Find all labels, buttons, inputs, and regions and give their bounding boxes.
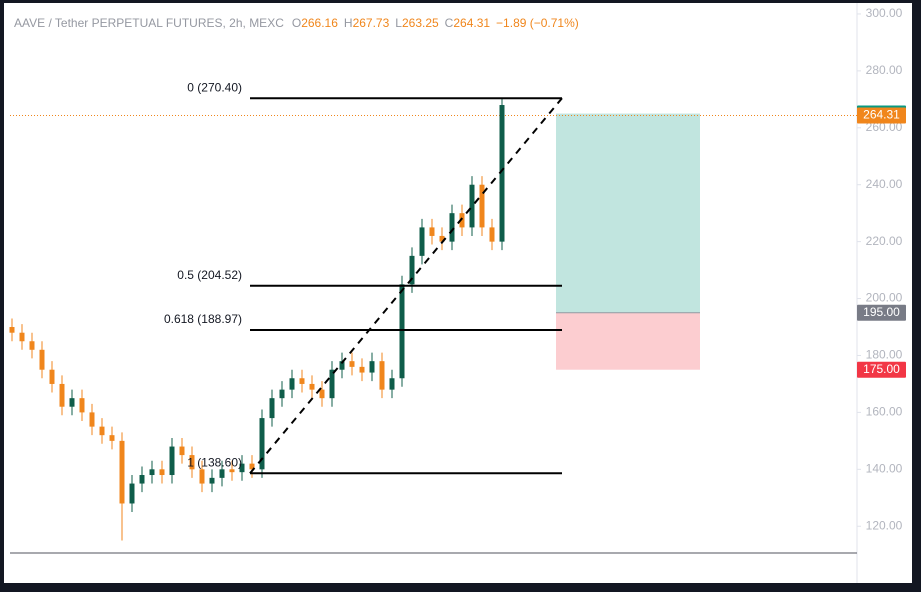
change: −1.89 (−0.71%)	[496, 16, 579, 30]
loss-zone	[556, 312, 700, 370]
ohlc-value: 266.16	[301, 16, 338, 30]
candle-body	[159, 469, 165, 476]
y-tick-label: 200.00	[866, 291, 903, 305]
candle-body	[349, 361, 355, 367]
candle-body	[229, 469, 235, 473]
candle-body	[459, 213, 465, 228]
fib-level-label: 0.618 (188.97)	[164, 312, 242, 326]
candle-body	[29, 341, 35, 350]
candle-body	[419, 227, 425, 256]
header: AAVE / Tether PERPETUAL FUTURES, 2h, MEX…	[14, 16, 579, 30]
candle-body	[129, 483, 135, 504]
candle-body	[489, 227, 495, 242]
candle-body	[359, 366, 365, 373]
candle-body	[249, 463, 255, 470]
candle-body	[309, 383, 315, 390]
fib-trend-line	[249, 97, 563, 474]
candle-body	[139, 475, 145, 484]
candle-body	[49, 369, 55, 384]
candle-body	[239, 463, 245, 473]
price-tag	[857, 361, 906, 378]
candle-body	[89, 412, 95, 427]
y-tick-label: 300.00	[866, 6, 903, 20]
candle-body	[109, 435, 115, 441]
candle-body	[39, 349, 45, 370]
ohlc-name: L	[395, 16, 402, 30]
ohlc-name: H	[344, 16, 353, 30]
candle-body	[449, 213, 455, 242]
candle-body	[69, 398, 75, 407]
fib-level-label: 1 (138.60)	[187, 455, 242, 469]
ohlc-name: C	[445, 16, 454, 30]
price-tag	[857, 107, 906, 124]
candle-body	[429, 227, 435, 236]
y-tick-label: 120.00	[866, 518, 903, 532]
candle-body	[409, 255, 415, 285]
price-tag-label: 195.00	[863, 305, 900, 319]
candle-body	[209, 477, 215, 484]
y-tick-label: 220.00	[866, 234, 903, 248]
y-tick-label: 280.00	[866, 63, 903, 77]
y-tick-label: 180.00	[866, 348, 903, 362]
candle-body	[479, 184, 485, 228]
candle-body	[379, 361, 385, 390]
candle-body	[369, 361, 375, 373]
candle-body	[119, 440, 125, 504]
candle-body	[169, 446, 175, 476]
candle-body	[299, 378, 305, 384]
ohlc-value: 264.31	[453, 16, 490, 30]
candle-body	[279, 389, 285, 399]
fib-level-label: 0 (270.40)	[187, 80, 242, 94]
candle-body	[499, 105, 505, 242]
candle-body	[269, 398, 275, 419]
candle-body	[319, 389, 325, 399]
candle-body	[9, 327, 15, 333]
candle-body	[439, 235, 445, 242]
y-tick-label: 140.00	[866, 461, 903, 475]
price-tag-label: 264.31	[863, 108, 900, 122]
ohlc-value: 267.73	[353, 16, 390, 30]
ohlc-value: 263.25	[402, 16, 439, 30]
fib-level-label: 0.5 (204.52)	[177, 268, 242, 282]
candle-body	[329, 369, 335, 399]
symbol-title: AAVE / Tether PERPETUAL FUTURES, 2h, MEX…	[14, 16, 284, 30]
price-tag-label: 175.00	[863, 362, 900, 376]
y-tick-label: 240.00	[866, 177, 903, 191]
candle-body	[59, 383, 65, 407]
candle-body	[399, 284, 405, 379]
candle-body	[259, 418, 265, 470]
candle-body	[289, 378, 295, 390]
candle-body	[389, 378, 395, 390]
ohlc-name: O	[292, 16, 301, 30]
candle-body	[99, 426, 105, 436]
profit-zone	[556, 113, 700, 313]
candle-body	[179, 446, 185, 456]
candle-body	[189, 455, 195, 470]
candle-body	[149, 469, 155, 476]
price-tag	[857, 304, 906, 321]
y-tick-label: 160.00	[866, 405, 903, 419]
candle-body	[19, 332, 25, 342]
candle-body	[79, 398, 85, 413]
candle-body	[469, 184, 475, 228]
chart-background	[4, 3, 912, 583]
candle-body	[339, 361, 345, 370]
candle-body	[199, 469, 205, 484]
candle-body	[219, 469, 225, 478]
